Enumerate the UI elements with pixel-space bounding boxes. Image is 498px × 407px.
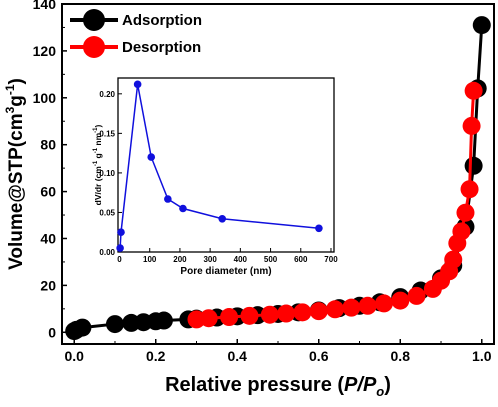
legend-label-desorption: Desorption	[122, 39, 201, 56]
desorption-point	[199, 309, 218, 328]
y-tick-label: 60	[40, 184, 56, 200]
desorption-point	[456, 203, 475, 222]
desorption-point	[358, 296, 377, 315]
y-axis-label: Volume@STP(cm3g-1)	[3, 78, 27, 270]
x-tick-label: 1.0	[472, 348, 492, 364]
desorption-point	[277, 304, 296, 323]
inset-x-tick-label: 700	[324, 255, 338, 264]
inset-point	[133, 80, 142, 89]
inset-x-axis-label: Pore diameter (nm)	[180, 266, 271, 277]
inset-y-axis-label: dV/dr (cm-1 g-1 nm-1)	[93, 124, 103, 205]
inset-y-tick-label: 0.15	[99, 129, 115, 138]
x-tick-label: 0.2	[146, 348, 166, 364]
adsorption-point	[464, 156, 483, 175]
inset-y-tick-label: 0.00	[99, 248, 115, 257]
y-tick-label: 40	[40, 230, 56, 246]
inset-x-tick-label: 200	[173, 255, 187, 264]
desorption-point	[326, 300, 345, 319]
inset-point	[116, 244, 124, 252]
desorption-point	[260, 305, 279, 324]
inset-x-tick-label: 400	[234, 255, 248, 264]
adsorption-point	[154, 311, 173, 330]
adsorption-point	[73, 318, 92, 337]
y-tick-label: 120	[33, 43, 57, 59]
inset-x-tick-label: 0	[117, 255, 122, 264]
inset-point	[164, 195, 172, 203]
inset-x-tick-label: 100	[143, 255, 157, 264]
inset-y-tick-label: 0.05	[99, 208, 115, 217]
desorption-point	[240, 306, 259, 325]
desorption-point	[374, 294, 393, 313]
desorption-point	[342, 298, 361, 317]
y-tick-label: 80	[40, 137, 56, 153]
inset-point	[315, 224, 323, 233]
legend-marker-desorption	[83, 36, 105, 58]
x-tick-label: 0.8	[391, 348, 411, 364]
x-tick-label: 0.0	[64, 348, 84, 364]
inset-y-tick-label: 0.20	[99, 90, 115, 99]
inset-series-line	[119, 84, 319, 249]
adsorption-point	[472, 16, 491, 35]
inset-point	[117, 228, 125, 237]
desorption-point	[220, 308, 239, 327]
inset-x-tick-label: 500	[264, 255, 278, 264]
adsorption-point	[105, 315, 124, 334]
x-tick-label: 0.4	[228, 348, 248, 364]
inset-x-tick-label: 300	[203, 255, 217, 264]
y-tick-label: 140	[33, 0, 57, 12]
inset-x-tick-label: 600	[294, 255, 308, 264]
y-tick-label: 100	[33, 90, 57, 106]
legend-marker-adsorption	[83, 9, 105, 31]
desorption-point	[462, 116, 481, 135]
x-axis-label: Relative pressure (P/Po)	[165, 374, 391, 399]
inset-point	[147, 153, 156, 161]
desorption-point	[460, 180, 479, 199]
desorption-point	[391, 291, 410, 310]
desorption-point	[464, 81, 483, 100]
inset-point	[218, 214, 227, 223]
legend-label-adsorption: Adsorption	[122, 12, 202, 29]
y-tick-label: 20	[40, 277, 56, 293]
desorption-point	[452, 222, 471, 241]
desorption-point	[293, 303, 312, 322]
desorption-point	[309, 302, 328, 321]
desorption-point	[407, 286, 426, 305]
desorption-point	[444, 250, 463, 269]
inset-point	[179, 204, 187, 213]
y-tick-label: 0	[48, 324, 56, 340]
inset-y-tick-label: 0.10	[99, 169, 115, 178]
x-tick-label: 0.6	[309, 348, 329, 364]
